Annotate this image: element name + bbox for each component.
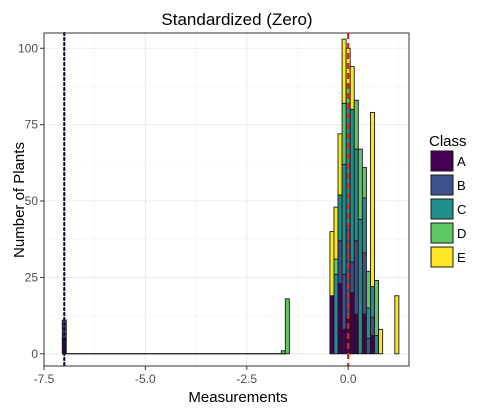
histogram-bar-c (341, 163, 347, 275)
chart-title: Standardized (Zero) (161, 10, 312, 29)
x-axis-title: Measurements (188, 389, 287, 406)
histogram-bar-e (329, 231, 335, 297)
histogram-bar-c (357, 218, 363, 355)
legend-swatch-e (430, 246, 454, 268)
histogram-bar-b (353, 240, 359, 315)
histogram-bar-b (337, 240, 343, 284)
histogram-bar-e (394, 295, 400, 355)
histogram-bar-c (349, 108, 355, 263)
histogram-bar-c (337, 194, 343, 242)
histogram-bar-a (353, 313, 359, 355)
legend-label-e: E (457, 250, 466, 265)
plot-panel (43, 31, 410, 368)
legend-title: Class (429, 133, 467, 150)
histogram-bar-e (337, 133, 343, 196)
legend-label-a: A (457, 154, 466, 169)
histogram-bar-a (349, 292, 355, 355)
histogram-bar-b (361, 252, 367, 315)
histogram-bar-a (329, 295, 335, 355)
histogram-bar-d (353, 99, 359, 150)
x-axis: -7.5 -5.0 -2.5 0.0 (34, 366, 357, 386)
y-tick-label: 100 (18, 41, 38, 55)
x-tick-label: -2.5 (236, 372, 257, 386)
y-axis-title: Number of Plants (11, 142, 28, 258)
histogram-bar-b (370, 316, 375, 336)
histogram-bar-d (374, 280, 380, 336)
histogram-bar-c (374, 334, 380, 355)
histogram-bar-d (284, 298, 290, 355)
legend-swatch-c (430, 198, 454, 220)
legend-swatch-b (430, 174, 454, 196)
histogram-bar-a (337, 283, 343, 355)
histogram-bar-a (341, 328, 347, 355)
histogram-bar-e (341, 38, 347, 104)
histogram-bar-b (349, 261, 355, 294)
histogram-bar-b (365, 338, 371, 355)
histogram-bar-c (370, 286, 375, 318)
x-tick-label: 0.0 (340, 372, 357, 386)
histogram-bar-c (365, 307, 371, 339)
histogram-bar-d (333, 258, 339, 275)
y-tick-label: 25 (25, 270, 39, 284)
histogram-bar-a (361, 313, 367, 355)
histogram-bar-a (370, 334, 375, 355)
histogram-bar-e (378, 328, 384, 355)
legend-swatch-a (430, 150, 454, 172)
histogram-bar-d (357, 148, 363, 220)
plot-panel-border (43, 32, 410, 367)
legend-swatch-d (430, 222, 454, 244)
histogram-bar-d (341, 102, 347, 165)
y-axis: 0 25 50 75 100 (18, 41, 44, 361)
histogram-bar-e (349, 66, 355, 110)
histogram-bar-d (361, 166, 367, 199)
histogram-bar-b (341, 273, 347, 330)
reference-lines (63, 31, 350, 368)
histogram-bar-d (365, 270, 371, 309)
histogram-bar-e (333, 206, 339, 260)
x-tick-label: -7.5 (34, 372, 55, 386)
y-tick-label: 75 (25, 118, 39, 132)
legend-label-c: C (457, 202, 466, 217)
legend-label-b: B (457, 178, 466, 193)
x-tick-label: -5.0 (135, 372, 156, 386)
histogram-bar-c (353, 148, 359, 242)
histogram-bar-c (361, 197, 367, 254)
y-tick-label: 0 (31, 347, 38, 361)
histogram-bar-e (370, 111, 375, 288)
legend-label-d: D (457, 226, 466, 241)
y-tick-label: 50 (25, 194, 39, 208)
histogram-bar-c (333, 273, 339, 355)
